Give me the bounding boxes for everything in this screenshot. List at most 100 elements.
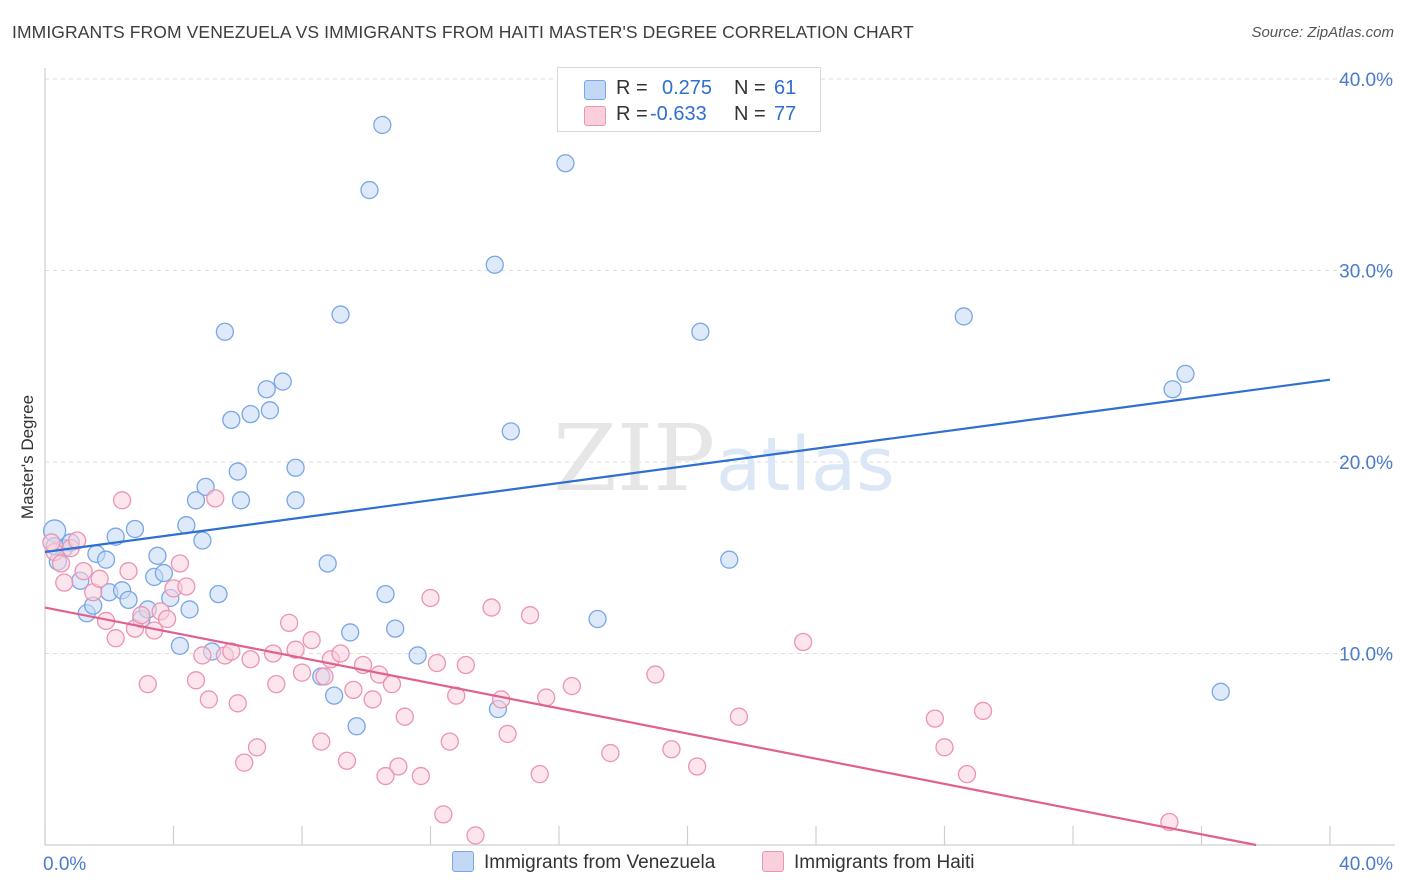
legend-r-value-haiti: -0.633 — [650, 103, 707, 125]
venezuela-point — [347, 717, 366, 736]
venezuela-point — [154, 563, 174, 583]
haiti-point — [199, 690, 218, 709]
venezuela-point — [170, 636, 190, 655]
legend-r-value-venezuela: 0.275 — [662, 77, 713, 99]
haiti-point — [482, 598, 501, 617]
scatter-points — [42, 115, 1230, 845]
haiti-point — [498, 724, 517, 744]
y-tick-label: 20.0% — [1339, 453, 1393, 474]
chart-title: IMMIGRANTS FROM VENEZUELA VS IMMIGRANTS … — [12, 22, 914, 42]
haiti-point — [440, 732, 459, 751]
venezuela-point — [376, 584, 395, 604]
haiti-point — [55, 573, 74, 592]
haiti-point — [421, 588, 440, 608]
haiti-point — [228, 694, 247, 713]
haiti-point — [112, 491, 132, 510]
legend-n-label: N = — [734, 77, 766, 99]
watermark-zip: ZIP — [553, 405, 715, 512]
venezuela-point — [501, 422, 520, 441]
haiti-point — [794, 632, 813, 652]
venezuela-point — [341, 623, 360, 642]
trend-lines — [44, 378, 1331, 847]
haiti-point — [530, 764, 549, 784]
venezuela-point — [373, 115, 392, 135]
venezuela-point — [260, 401, 280, 420]
legend-n-value-haiti: 77 — [774, 103, 797, 125]
y-tick-label: 30.0% — [1339, 262, 1393, 283]
haiti-point — [267, 674, 286, 694]
venezuela-point — [324, 686, 344, 705]
haiti-point — [90, 569, 109, 588]
haiti-point — [537, 688, 556, 707]
haiti-point — [456, 655, 475, 675]
venezuela-point — [228, 462, 247, 481]
haiti-point — [382, 674, 402, 694]
haiti-point — [337, 751, 357, 770]
venezuela-point — [556, 154, 575, 173]
haiti-point — [411, 766, 431, 786]
haiti-point — [434, 805, 453, 824]
legend-n-value-venezuela: 61 — [774, 77, 797, 99]
haiti-point — [935, 738, 954, 757]
haiti-point — [177, 577, 196, 596]
venezuela-point — [209, 584, 228, 604]
trend-line-haiti — [44, 606, 1257, 847]
haiti-point — [106, 629, 125, 648]
axes — [44, 68, 1395, 846]
y-tick-label: 10.0% — [1339, 645, 1393, 666]
venezuela-point — [257, 380, 276, 399]
x-tick-label-min: 0.0% — [43, 854, 86, 875]
haiti-point — [186, 671, 206, 690]
venezuela-point — [318, 554, 337, 573]
haiti-point — [235, 753, 254, 772]
haiti-point — [138, 674, 157, 694]
venezuela-point — [222, 410, 241, 430]
bottom-legend-swatch-venezuela — [452, 851, 474, 872]
haiti-point — [729, 707, 749, 726]
haiti-point — [389, 757, 408, 776]
venezuela-point — [331, 305, 350, 324]
chart-source: Source: ZipAtlas.com — [1251, 24, 1394, 41]
haiti-point — [427, 653, 447, 673]
venezuela-point — [286, 458, 305, 477]
stats-legend: R = 0.275 N = 61 R = -0.633 N = 77 — [557, 67, 821, 132]
watermark-atlas: atlas — [716, 422, 895, 508]
venezuela-point — [273, 372, 292, 391]
haiti-point — [132, 606, 151, 625]
haiti-point — [292, 663, 312, 682]
haiti-point — [363, 690, 382, 709]
haiti-point — [973, 701, 993, 721]
haiti-point — [492, 690, 511, 709]
x-tick-label-max: 40.0% — [1339, 854, 1393, 875]
haiti-point — [157, 609, 177, 629]
haiti-point — [662, 740, 681, 759]
haiti-point — [376, 766, 395, 786]
haiti-point — [687, 757, 707, 776]
bottom-legend-haiti: Immigrants from Haiti — [762, 851, 975, 874]
venezuela-point — [720, 550, 739, 569]
haiti-point — [42, 533, 61, 552]
haiti-point — [601, 743, 620, 763]
venezuela-point — [215, 322, 235, 341]
haiti-point — [562, 676, 581, 696]
haiti-point — [925, 709, 945, 728]
venezuela-point — [1163, 380, 1182, 399]
legend-r-label: R = — [616, 103, 648, 125]
venezuela-point — [119, 590, 138, 610]
haiti-point — [344, 680, 363, 700]
haiti-point — [279, 613, 299, 633]
haiti-point — [302, 630, 321, 650]
bottom-legend-venezuela: Immigrants from Venezuela — [452, 851, 715, 874]
venezuela-point — [231, 491, 251, 510]
haiti-point — [51, 554, 71, 573]
venezuela-point — [408, 646, 427, 665]
venezuela-point — [96, 550, 116, 569]
haiti-point — [67, 531, 87, 550]
haiti-point — [331, 644, 350, 663]
legend-r-label: R = — [616, 77, 648, 99]
haiti-point — [646, 665, 665, 684]
venezuela-point — [193, 531, 212, 550]
haiti-point — [241, 650, 260, 669]
venezuela-point — [691, 322, 710, 341]
